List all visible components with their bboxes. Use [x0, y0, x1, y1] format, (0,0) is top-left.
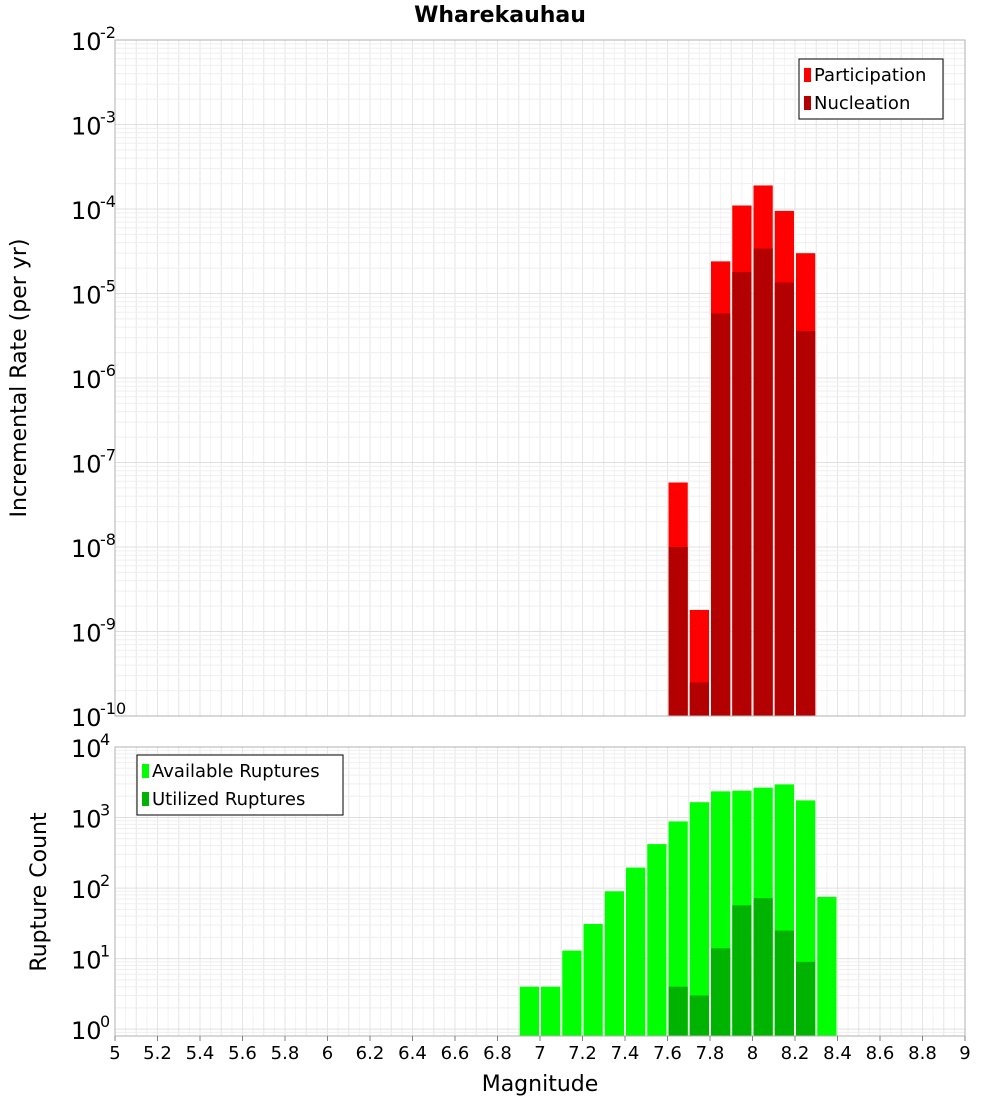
top-y-axis-label: Incremental Rate (per yr) — [7, 239, 32, 518]
x-tick-label: 8.8 — [908, 1043, 937, 1064]
top-legend: Participation Nucleation — [798, 58, 944, 120]
x-tick-label: 5 — [109, 1043, 120, 1064]
bar-available-ruptures — [519, 986, 539, 1036]
bar-utilized-ruptures — [753, 898, 773, 1036]
x-tick-label: 8.2 — [781, 1043, 810, 1064]
x-axis-label: Magnitude — [482, 1072, 599, 1097]
legend-swatch — [142, 764, 149, 778]
bar-nucleation — [732, 271, 752, 716]
y-tick-label: 10 — [71, 806, 102, 834]
y-tick-exponent: 4 — [100, 730, 110, 749]
x-tick-label: 8.6 — [866, 1043, 895, 1064]
bottom-legend: Available Ruptures Utilized Ruptures — [136, 754, 344, 816]
bar-available-ruptures — [604, 891, 624, 1036]
bottom-plot-bars — [519, 784, 837, 1036]
bar-utilized-ruptures — [689, 995, 709, 1036]
bar-utilized-ruptures — [668, 986, 688, 1036]
y-tick-label: 10 — [71, 197, 102, 225]
legend-label: Participation — [814, 65, 926, 86]
x-tick-label: 7.2 — [568, 1043, 597, 1064]
bar-nucleation — [753, 248, 773, 716]
bar-available-ruptures — [562, 950, 582, 1036]
x-tick-label: 5.8 — [271, 1043, 300, 1064]
y-tick-exponent: -5 — [100, 277, 116, 296]
bar-nucleation — [796, 330, 816, 716]
bar-available-ruptures — [647, 844, 667, 1036]
top-plot-bars — [668, 185, 816, 717]
y-tick-label: 10 — [71, 620, 102, 648]
x-tick-label: 7.4 — [611, 1043, 640, 1064]
y-tick-exponent: -9 — [100, 615, 116, 634]
bar-available-ruptures — [626, 867, 646, 1036]
legend-label: Nucleation — [814, 93, 910, 114]
y-tick-exponent: 3 — [100, 801, 110, 820]
y-tick-label: 10 — [71, 735, 102, 763]
x-tick-label: 6 — [322, 1043, 333, 1064]
x-tick-label: 7.6 — [653, 1043, 682, 1064]
y-tick-label: 10 — [71, 1017, 102, 1045]
bar-nucleation — [711, 313, 731, 716]
y-tick-exponent: -3 — [100, 108, 116, 127]
bar-utilized-ruptures — [732, 905, 752, 1036]
x-tick-label: 7 — [534, 1043, 545, 1064]
bar-available-ruptures — [541, 986, 561, 1036]
bar-nucleation — [774, 282, 794, 716]
y-tick-label: 10 — [71, 535, 102, 563]
legend-swatch — [142, 792, 149, 806]
y-tick-exponent: -6 — [100, 361, 116, 380]
y-tick-exponent: -4 — [100, 192, 116, 211]
x-tick-label: 8 — [747, 1043, 758, 1064]
x-tick-label: 5.2 — [143, 1043, 172, 1064]
legend-swatch — [804, 96, 811, 110]
legend-label: Utilized Ruptures — [152, 789, 305, 810]
x-tick-label: 6.8 — [483, 1043, 512, 1064]
x-tick-label: 6.6 — [441, 1043, 470, 1064]
y-tick-label: 10 — [71, 282, 102, 310]
bar-available-ruptures — [689, 802, 709, 1036]
y-tick-exponent: 2 — [100, 871, 110, 890]
bottom-y-axis-label: Rupture Count — [27, 812, 52, 972]
y-tick-label: 10 — [71, 366, 102, 394]
bar-nucleation — [668, 547, 688, 716]
bar-available-ruptures — [668, 821, 688, 1036]
bar-available-ruptures — [583, 923, 603, 1036]
top-plot-grid — [114, 39, 966, 717]
y-tick-exponent: 0 — [100, 1012, 110, 1031]
y-tick-exponent: -2 — [100, 23, 116, 42]
bar-utilized-ruptures — [796, 961, 816, 1036]
x-tick-label: 8.4 — [823, 1043, 852, 1064]
y-tick-exponent: 1 — [100, 942, 110, 961]
legend-box — [798, 58, 944, 120]
bar-available-ruptures — [817, 896, 837, 1036]
y-tick-label: 10 — [71, 876, 102, 904]
legend-swatch — [804, 68, 811, 82]
top-plot-frame — [114, 39, 966, 717]
y-tick-label: 10 — [71, 451, 102, 479]
y-tick-label: 10 — [71, 28, 102, 56]
y-tick-exponent: -8 — [100, 530, 116, 549]
x-ticks: 5 5.2 5.4 5.6 5.8 6 6.2 6.4 6.6 6.8 7 7.2 7.4 7.6 7.8 8… — [109, 1036, 971, 1064]
legend-label: Available Ruptures — [152, 761, 320, 782]
bar-utilized-ruptures — [774, 930, 794, 1036]
x-tick-label: 5.4 — [186, 1043, 215, 1064]
x-tick-label: 7.8 — [696, 1043, 725, 1064]
x-tick-label: 6.4 — [398, 1043, 427, 1064]
y-tick-exponent: -10 — [100, 699, 126, 718]
x-tick-label: 5.6 — [228, 1043, 257, 1064]
bar-utilized-ruptures — [711, 948, 731, 1036]
legend-box — [136, 754, 344, 816]
bar-nucleation — [689, 682, 709, 716]
y-tick-label: 10 — [71, 113, 102, 141]
y-tick-exponent: -7 — [100, 446, 116, 465]
x-tick-label: 6.2 — [356, 1043, 385, 1064]
y-tick-label: 10 — [71, 704, 102, 732]
x-tick-label: 9 — [959, 1043, 970, 1064]
y-tick-label: 10 — [71, 947, 102, 975]
chart-title: Wharekauhau — [414, 3, 586, 28]
